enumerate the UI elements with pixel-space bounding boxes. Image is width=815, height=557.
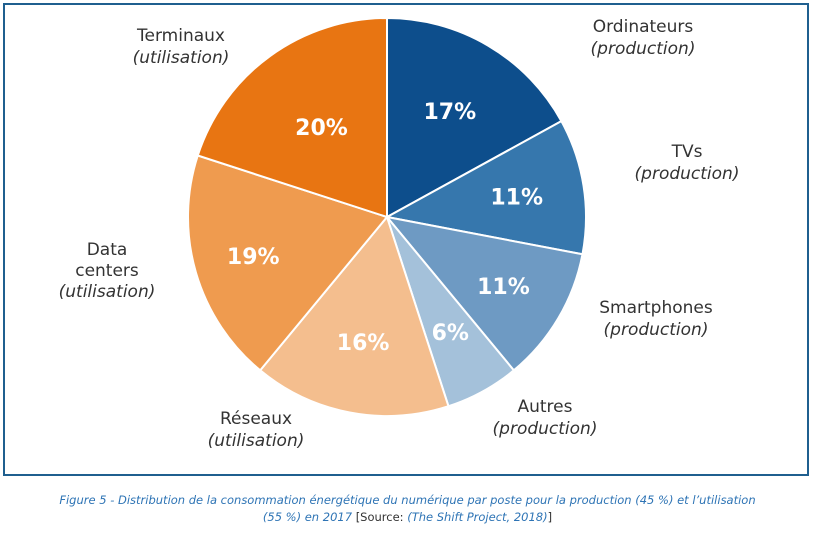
slice-category-label-2: TVs (production) [635,142,740,184]
slice-name-label-4: Autres [517,397,572,417]
caption-source-suffix: ] [547,510,553,524]
slice-name-label-2: TVs [671,142,703,162]
slice-kind-label-3: (production) [604,320,709,340]
slice-value-label-3: 11% [477,275,530,300]
pie-slice-1 [386,16,563,219]
figure-caption: Figure 5 - Distribution de la consommati… [0,492,815,526]
slice-kind-label-1: (production) [591,39,696,59]
slice-value-label-6: 19% [227,245,280,270]
slice-category-label-6: Data centers (utilisation) [59,240,156,302]
pie-slice-6 [187,154,389,372]
pie-slice-7 [196,16,388,219]
caption-figure-text: Figure 5 - Distribution de la consommati… [59,493,756,507]
slice-name-label-1: Ordinateurs [593,17,694,37]
slice-name-label-5: Réseaux [220,409,292,429]
caption-figure-text-2: (55 %) en 2017 [262,510,353,524]
slice-value-label-2: 11% [490,185,543,210]
slice-kind-label-2: (production) [635,164,740,184]
slice-category-label-4: Autres (production) [493,397,598,439]
slice-name-label-3: Smartphones [599,298,713,318]
slice-category-label-1: Ordinateurs (production) [591,17,696,59]
slice-kind-label-4: (production) [493,419,598,439]
slice-name-label-7: Terminaux [136,26,225,46]
slice-kind-label-7: (utilisation) [133,48,230,68]
slice-value-label-4: 6% [432,321,469,346]
pie-slice-5 [258,214,450,417]
slice-value-label-5: 16% [337,331,390,356]
pie-slice-2 [384,119,587,256]
caption-source-name: (The Shift Project, 2018) [407,510,548,524]
caption-source-prefix: [Source: [355,510,404,524]
pie-chart: 17%11%11%6%16%19%20%Ordinateurs (producti… [59,16,740,451]
slice-value-label-7: 20% [295,116,348,141]
slice-category-label-3: Smartphones (production) [599,298,713,340]
slice-kind-label-5: (utilisation) [208,431,305,451]
slice-kind-label-6: (utilisation) [59,282,156,302]
slice-value-label-1: 17% [423,100,476,125]
pie-slice-3 [384,215,584,372]
slice-category-label-5: Réseaux (utilisation) [208,409,305,451]
slice-category-label-7: Terminaux (utilisation) [133,26,230,68]
